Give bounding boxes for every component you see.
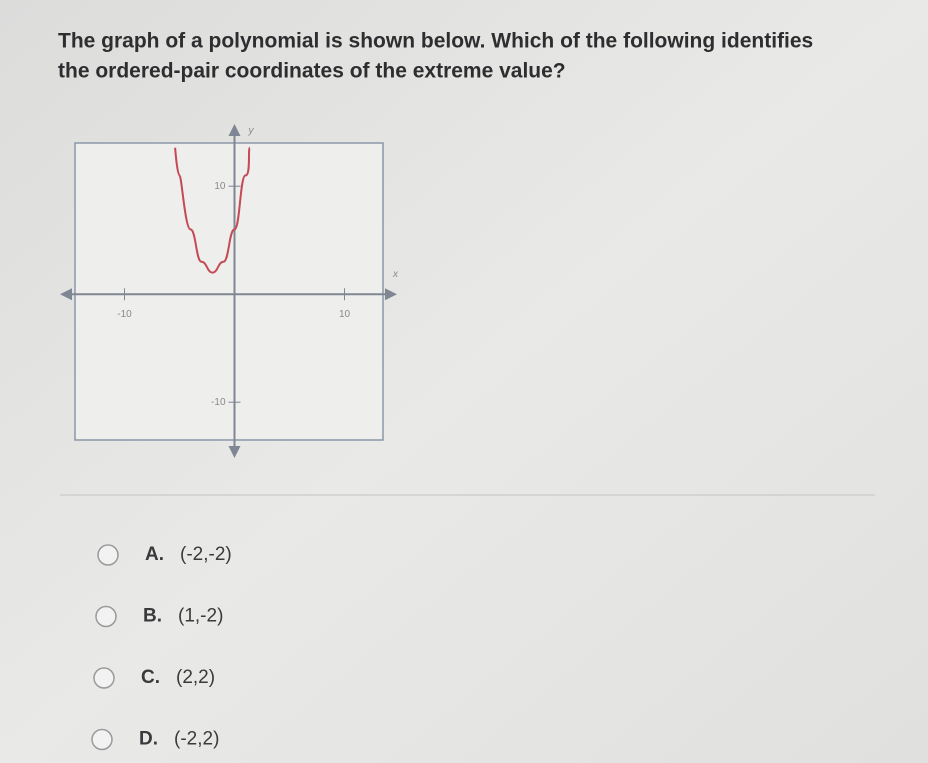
curve	[174, 146, 251, 274]
radio-button[interactable]	[95, 605, 117, 628]
y-tick-label: -10	[211, 397, 226, 408]
x-axis-label: x	[392, 269, 399, 280]
radio-button[interactable]	[93, 667, 115, 689]
option-text[interactable]: (-2,2)	[174, 729, 219, 750]
graph-box	[74, 142, 384, 441]
options: A. (-2,-2) B. (1,-2) C. (2,2) D. (-2,2)	[91, 544, 232, 751]
option-text[interactable]: (-2,-2)	[180, 544, 232, 565]
option-text[interactable]: (1,-2)	[178, 606, 223, 627]
option-letter[interactable]: B.	[143, 606, 162, 627]
option-text[interactable]: (2,2)	[176, 667, 215, 688]
option-letter[interactable]: C.	[141, 667, 160, 688]
question-line: The graph of a polynomial is shown below…	[58, 30, 813, 53]
radio-button[interactable]	[91, 728, 113, 751]
option-letter[interactable]: D.	[139, 729, 158, 750]
option-letter[interactable]: A.	[145, 544, 164, 565]
graph: x y -10 10 -10 10	[60, 124, 399, 458]
y-axis-label: y	[248, 126, 255, 137]
x-tick-label: 10	[339, 309, 351, 320]
radio-button[interactable]	[97, 544, 119, 566]
y-tick-label: 10	[214, 181, 226, 192]
x-tick-label: -10	[117, 309, 132, 320]
question-line: the ordered-pair coordinates of the extr…	[58, 60, 566, 83]
